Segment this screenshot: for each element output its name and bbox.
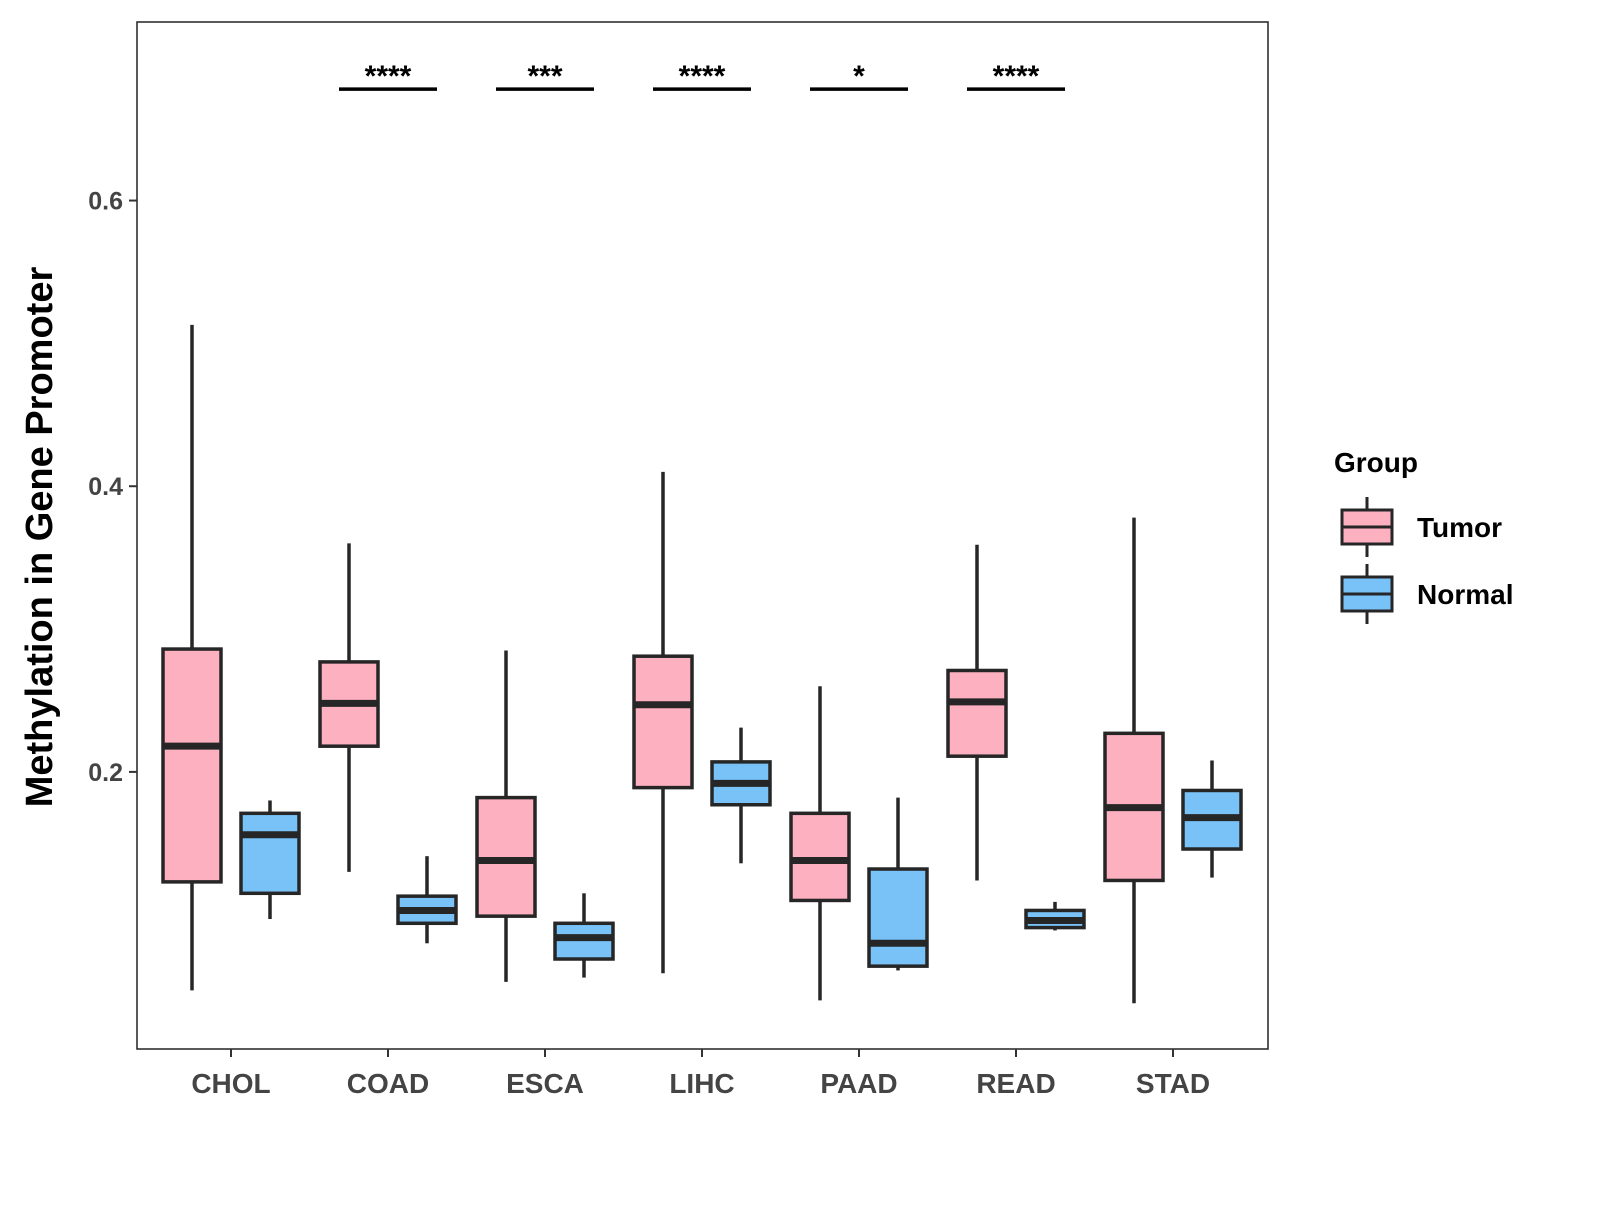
box-iqr: [867, 867, 929, 968]
significance-annotations: **** *** **** * ****: [339, 60, 1065, 93]
legend-item-tumor: Tumor: [1340, 497, 1502, 557]
significance-label: *: [853, 60, 865, 93]
box-iqr: [789, 811, 851, 903]
box-normal-stad: [1181, 760, 1243, 878]
boxes: [161, 324, 1243, 1004]
box-tumor-chol: [161, 324, 223, 991]
box-iqr: [475, 795, 537, 918]
box-tumor-coad: [318, 543, 380, 872]
box-normal-chol: [239, 800, 301, 920]
box-normal-paad: [867, 797, 929, 971]
x-tick-label: ESCA: [506, 1068, 584, 1099]
y-tick-label: 0.4: [88, 473, 123, 501]
box-tumor-lihc: [632, 471, 694, 974]
x-tick-label: READ: [976, 1068, 1055, 1099]
x-tick-label: LIHC: [669, 1068, 734, 1099]
box-tumor-paad: [789, 686, 851, 1001]
legend-label: Tumor: [1417, 512, 1502, 543]
x-tick-label: COAD: [347, 1068, 429, 1099]
significance-label: ****: [993, 60, 1040, 93]
significance-label: ***: [527, 60, 562, 93]
legend-title: Group: [1334, 447, 1418, 478]
y-axis: 0.2 0.4 0.6: [88, 188, 137, 787]
box-iqr: [632, 654, 694, 790]
box-normal-lihc: [710, 727, 772, 864]
x-tick-label: STAD: [1136, 1068, 1210, 1099]
x-tick-label: PAAD: [820, 1068, 897, 1099]
x-axis: CHOL COAD ESCA LIHC PAAD READ STAD: [191, 1049, 1210, 1099]
box-normal-read: [1024, 901, 1086, 931]
plot-panel: [136, 21, 1269, 1050]
box-iqr: [161, 647, 223, 884]
box-tumor-read: [946, 544, 1008, 881]
x-tick-label: CHOL: [191, 1068, 270, 1099]
legend-item-normal: Normal: [1340, 564, 1513, 624]
box-iqr: [946, 668, 1008, 758]
legend-label: Normal: [1417, 579, 1513, 610]
box-iqr: [553, 921, 615, 961]
y-tick-label: 0.6: [88, 188, 123, 216]
legend: Group Tumor Normal: [1334, 447, 1513, 624]
y-tick-label: 0.2: [88, 759, 123, 787]
significance-label: ****: [679, 60, 726, 93]
box-tumor-esca: [475, 650, 537, 982]
y-axis-title: Methylation in Gene Promoter: [19, 267, 61, 808]
significance-label: ****: [365, 60, 412, 93]
box-normal-coad: [396, 856, 458, 944]
box-iqr: [239, 811, 301, 896]
box-normal-esca: [553, 893, 615, 978]
box-tumor-stad: [1103, 517, 1165, 1004]
